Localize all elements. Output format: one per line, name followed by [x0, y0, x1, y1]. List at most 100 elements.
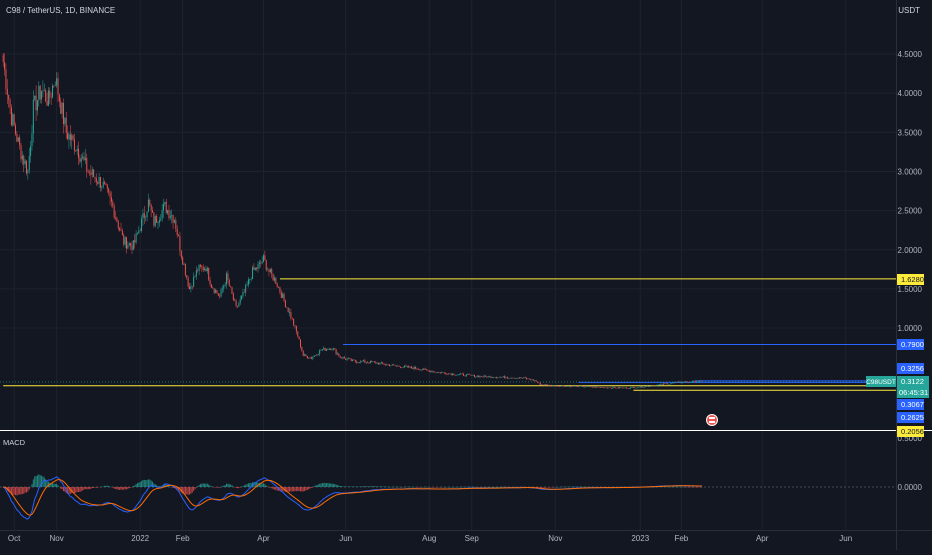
candle-body [175, 220, 176, 229]
candle-body [30, 146, 31, 156]
candle-body [149, 200, 150, 205]
candle-body [97, 182, 98, 184]
candle-body [140, 231, 141, 232]
macd-histogram-bar [23, 487, 24, 494]
candle-body [281, 292, 282, 298]
macd-histogram-bar [296, 487, 297, 491]
candle-body [585, 387, 586, 388]
candle-body [630, 387, 631, 388]
time-tick-label: 2023 [631, 534, 649, 543]
candle-body [171, 215, 172, 216]
candle-body [505, 378, 506, 379]
candle-body [52, 86, 53, 98]
candle-body [116, 218, 117, 222]
candle-body [434, 372, 435, 373]
candle-body [495, 377, 496, 378]
candle-body [233, 294, 234, 300]
candle-body [695, 381, 696, 383]
candle-body [440, 372, 441, 373]
time-tick-label: Feb [674, 534, 688, 543]
candle-body [484, 376, 485, 377]
macd-histogram-bar [195, 487, 196, 489]
macd-histogram-bar [299, 487, 300, 491]
candle-body [241, 296, 242, 299]
macd-histogram-bar [327, 483, 328, 487]
candle-body [325, 348, 326, 351]
candle-body [138, 231, 139, 233]
event-flag-icon[interactable] [707, 415, 718, 426]
candle-body [540, 383, 541, 385]
candle-body [181, 251, 182, 258]
candle-body [616, 388, 617, 389]
macd-histogram-bar [289, 487, 290, 492]
macd-histogram-bar [193, 487, 194, 491]
candle-body [210, 280, 211, 284]
candle-body [674, 383, 675, 384]
macd-title[interactable]: MACD [3, 438, 25, 447]
candle-body [429, 370, 430, 371]
candle-body [344, 357, 345, 358]
candle-body [689, 382, 690, 383]
macd-histogram-bar [342, 486, 343, 487]
candle-body [521, 377, 522, 378]
candle-body [248, 279, 249, 284]
candle-body [100, 177, 101, 188]
macd-histogram-bar [325, 483, 326, 487]
candle-body [329, 349, 330, 350]
macd-histogram-bar [240, 487, 241, 488]
candle-body [671, 383, 672, 384]
candle-body [627, 388, 628, 389]
candle-body [307, 356, 308, 358]
candle-body [700, 381, 701, 382]
macd-histogram-bar [375, 486, 376, 487]
candle-body [219, 296, 220, 297]
macd-histogram-bar [336, 485, 337, 487]
candle-body [71, 135, 72, 140]
candle-body [626, 387, 627, 388]
candle-body [490, 376, 491, 377]
candle-body [131, 245, 132, 250]
candle-body [552, 386, 553, 387]
candle-body [582, 386, 583, 387]
macd-histogram-bar [27, 487, 28, 492]
candle-body [297, 331, 298, 336]
candle-body [252, 267, 253, 279]
candle-body [270, 269, 271, 272]
candle-body [464, 376, 465, 377]
candle-body [118, 222, 119, 228]
candle-body [644, 387, 645, 388]
candle-body [449, 373, 450, 374]
candle-body [652, 386, 653, 387]
candle-body [408, 366, 409, 367]
currency-label[interactable]: USDT [898, 6, 920, 15]
candle-body [682, 382, 683, 383]
candle-body [75, 151, 76, 152]
candle-body [400, 367, 401, 368]
candle-body [482, 377, 483, 378]
macd-histogram-bar [262, 484, 263, 487]
macd-histogram-bar [297, 487, 298, 491]
candle-body [437, 372, 438, 373]
candle-body [44, 90, 45, 91]
candle-body [662, 384, 663, 385]
candle-body [8, 95, 9, 100]
candle-body [345, 358, 346, 359]
candle-body [677, 382, 678, 383]
candle-body [364, 360, 365, 362]
time-tick-label: Oct [8, 534, 21, 543]
price-tick-label: 4.0000 [898, 89, 923, 98]
candle-body [145, 217, 146, 218]
candle-body [384, 364, 385, 365]
macd-histogram-bar [264, 484, 265, 487]
candle-body [548, 385, 549, 386]
candle-body [126, 237, 127, 248]
symbol-title[interactable]: C98 / TetherUS, 1D, BINANCE [6, 6, 115, 15]
candle-body [488, 376, 489, 377]
candle-body [130, 243, 131, 245]
candle-body [358, 362, 359, 363]
candle-body [262, 262, 263, 263]
candle-body [693, 381, 694, 382]
candle-body [629, 388, 630, 389]
macd-histogram-bar [207, 484, 208, 487]
